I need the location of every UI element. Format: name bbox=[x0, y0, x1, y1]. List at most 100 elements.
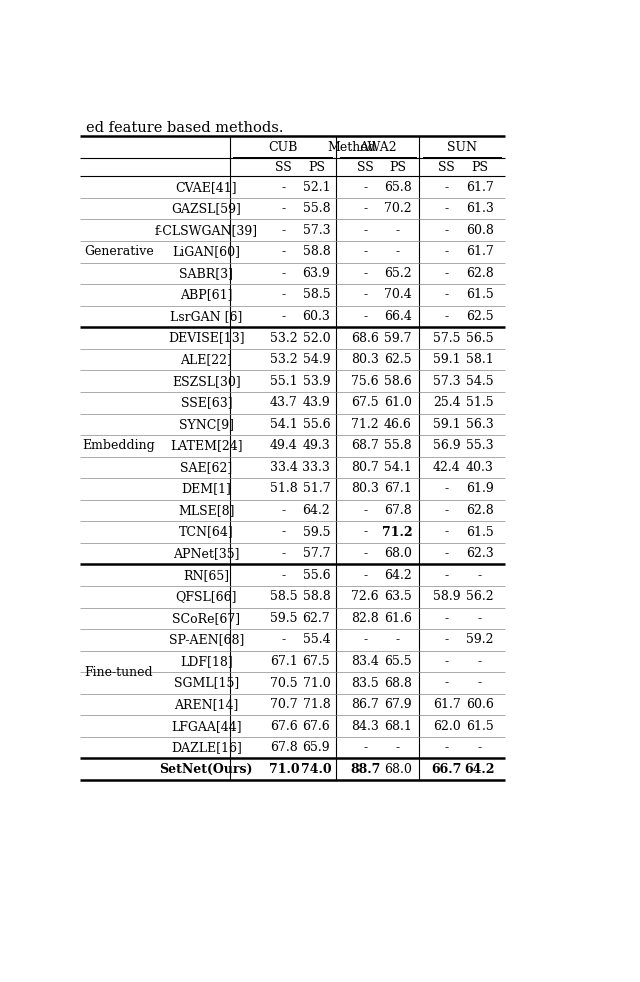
Text: 80.3: 80.3 bbox=[351, 482, 379, 496]
Text: -: - bbox=[445, 504, 449, 518]
Text: PS: PS bbox=[472, 161, 488, 174]
Text: 58.5: 58.5 bbox=[270, 590, 298, 603]
Text: 67.9: 67.9 bbox=[384, 698, 412, 711]
Text: SABR[3]: SABR[3] bbox=[179, 267, 234, 280]
Text: 84.3: 84.3 bbox=[351, 720, 379, 733]
Text: 71.2: 71.2 bbox=[351, 417, 379, 431]
Text: -: - bbox=[363, 181, 367, 193]
Text: 55.8: 55.8 bbox=[384, 439, 412, 453]
Text: f-CLSWGAN[39]: f-CLSWGAN[39] bbox=[155, 224, 258, 237]
Text: 59.7: 59.7 bbox=[384, 332, 412, 345]
Text: 58.8: 58.8 bbox=[303, 590, 330, 603]
Text: 55.3: 55.3 bbox=[466, 439, 493, 453]
Text: 58.8: 58.8 bbox=[303, 246, 330, 258]
Text: -: - bbox=[445, 482, 449, 496]
Text: 72.6: 72.6 bbox=[351, 590, 379, 603]
Text: -: - bbox=[363, 310, 367, 323]
Text: 65.2: 65.2 bbox=[384, 267, 412, 280]
Text: 61.6: 61.6 bbox=[384, 612, 412, 625]
Text: 65.5: 65.5 bbox=[384, 655, 412, 668]
Text: SS: SS bbox=[438, 161, 455, 174]
Text: 61.5: 61.5 bbox=[466, 720, 494, 733]
Text: DAZLE[16]: DAZLE[16] bbox=[171, 741, 242, 754]
Text: LiGAN[60]: LiGAN[60] bbox=[172, 246, 241, 258]
Text: 70.2: 70.2 bbox=[384, 202, 412, 215]
Text: 70.5: 70.5 bbox=[270, 677, 298, 689]
Text: -: - bbox=[478, 655, 482, 668]
Text: 70.7: 70.7 bbox=[270, 698, 298, 711]
Text: CVAE[41]: CVAE[41] bbox=[175, 181, 237, 193]
Text: -: - bbox=[282, 547, 286, 560]
Text: SSE[63]: SSE[63] bbox=[180, 397, 232, 409]
Text: 64.2: 64.2 bbox=[303, 504, 330, 518]
Text: SCoRe[67]: SCoRe[67] bbox=[172, 612, 241, 625]
Text: 62.8: 62.8 bbox=[466, 504, 494, 518]
Text: LATEM[24]: LATEM[24] bbox=[170, 439, 243, 453]
Text: 71.8: 71.8 bbox=[303, 698, 330, 711]
Text: 60.8: 60.8 bbox=[466, 224, 494, 237]
Text: 62.3: 62.3 bbox=[466, 547, 494, 560]
Text: SP-AEN[68]: SP-AEN[68] bbox=[168, 633, 244, 646]
Text: 64.2: 64.2 bbox=[384, 569, 412, 581]
Text: SYNC[9]: SYNC[9] bbox=[179, 417, 234, 431]
Text: 59.1: 59.1 bbox=[433, 417, 460, 431]
Text: 67.6: 67.6 bbox=[303, 720, 330, 733]
Text: -: - bbox=[282, 181, 286, 193]
Text: -: - bbox=[445, 246, 449, 258]
Text: 67.8: 67.8 bbox=[270, 741, 298, 754]
Text: -: - bbox=[363, 633, 367, 646]
Text: AREN[14]: AREN[14] bbox=[174, 698, 239, 711]
Text: 67.5: 67.5 bbox=[303, 655, 330, 668]
Text: -: - bbox=[445, 224, 449, 237]
Text: -: - bbox=[282, 267, 286, 280]
Text: Embedding: Embedding bbox=[83, 439, 155, 453]
Text: -: - bbox=[363, 224, 367, 237]
Text: QFSL[66]: QFSL[66] bbox=[175, 590, 237, 603]
Text: 74.0: 74.0 bbox=[301, 763, 332, 776]
Text: 83.5: 83.5 bbox=[351, 677, 379, 689]
Text: -: - bbox=[282, 246, 286, 258]
Text: GAZSL[59]: GAZSL[59] bbox=[172, 202, 241, 215]
Text: -: - bbox=[363, 547, 367, 560]
Text: 68.0: 68.0 bbox=[384, 763, 412, 776]
Text: -: - bbox=[445, 525, 449, 538]
Text: -: - bbox=[478, 569, 482, 581]
Text: 55.1: 55.1 bbox=[270, 375, 298, 388]
Text: LFGAA[44]: LFGAA[44] bbox=[171, 720, 242, 733]
Text: -: - bbox=[445, 289, 449, 301]
Text: 82.8: 82.8 bbox=[351, 612, 379, 625]
Text: 61.3: 61.3 bbox=[466, 202, 494, 215]
Text: 46.6: 46.6 bbox=[384, 417, 412, 431]
Text: -: - bbox=[363, 569, 367, 581]
Text: Fine-tuned: Fine-tuned bbox=[84, 666, 153, 679]
Text: -: - bbox=[282, 224, 286, 237]
Text: AWA2: AWA2 bbox=[359, 140, 396, 153]
Text: -: - bbox=[282, 569, 286, 581]
Text: -: - bbox=[363, 246, 367, 258]
Text: 67.5: 67.5 bbox=[351, 397, 379, 409]
Text: -: - bbox=[445, 202, 449, 215]
Text: -: - bbox=[445, 633, 449, 646]
Text: ESZSL[30]: ESZSL[30] bbox=[172, 375, 241, 388]
Text: 53.2: 53.2 bbox=[270, 354, 298, 366]
Text: ALE[22]: ALE[22] bbox=[180, 354, 232, 366]
Text: -: - bbox=[445, 677, 449, 689]
Text: 68.0: 68.0 bbox=[384, 547, 412, 560]
Text: 59.5: 59.5 bbox=[270, 612, 298, 625]
Text: 42.4: 42.4 bbox=[433, 461, 460, 474]
Text: 40.3: 40.3 bbox=[466, 461, 494, 474]
Text: 71.0: 71.0 bbox=[269, 763, 299, 776]
Text: CUB: CUB bbox=[268, 140, 298, 153]
Text: 53.2: 53.2 bbox=[270, 332, 298, 345]
Text: 61.7: 61.7 bbox=[466, 246, 494, 258]
Text: 51.7: 51.7 bbox=[303, 482, 330, 496]
Text: 68.6: 68.6 bbox=[351, 332, 379, 345]
Text: 54.9: 54.9 bbox=[303, 354, 330, 366]
Text: 49.4: 49.4 bbox=[270, 439, 298, 453]
Text: 57.7: 57.7 bbox=[303, 547, 330, 560]
Text: 62.8: 62.8 bbox=[466, 267, 494, 280]
Text: -: - bbox=[445, 612, 449, 625]
Text: SGML[15]: SGML[15] bbox=[173, 677, 239, 689]
Text: 62.5: 62.5 bbox=[466, 310, 493, 323]
Text: 68.8: 68.8 bbox=[384, 677, 412, 689]
